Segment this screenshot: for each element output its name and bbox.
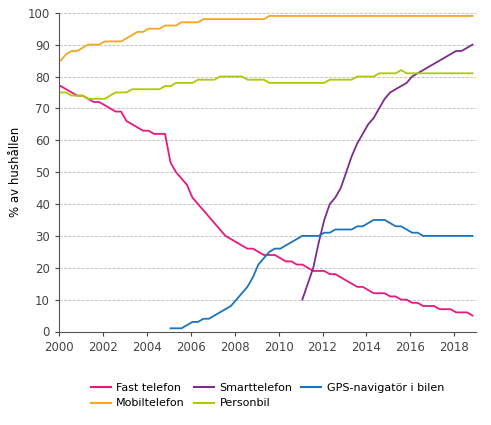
- Y-axis label: % av hushållen: % av hushållen: [9, 127, 22, 217]
- Legend: Fast telefon, Mobiltelefon, Smarttelefon, Personbil, GPS-navigatör i bilen: Fast telefon, Mobiltelefon, Smarttelefon…: [86, 379, 449, 413]
